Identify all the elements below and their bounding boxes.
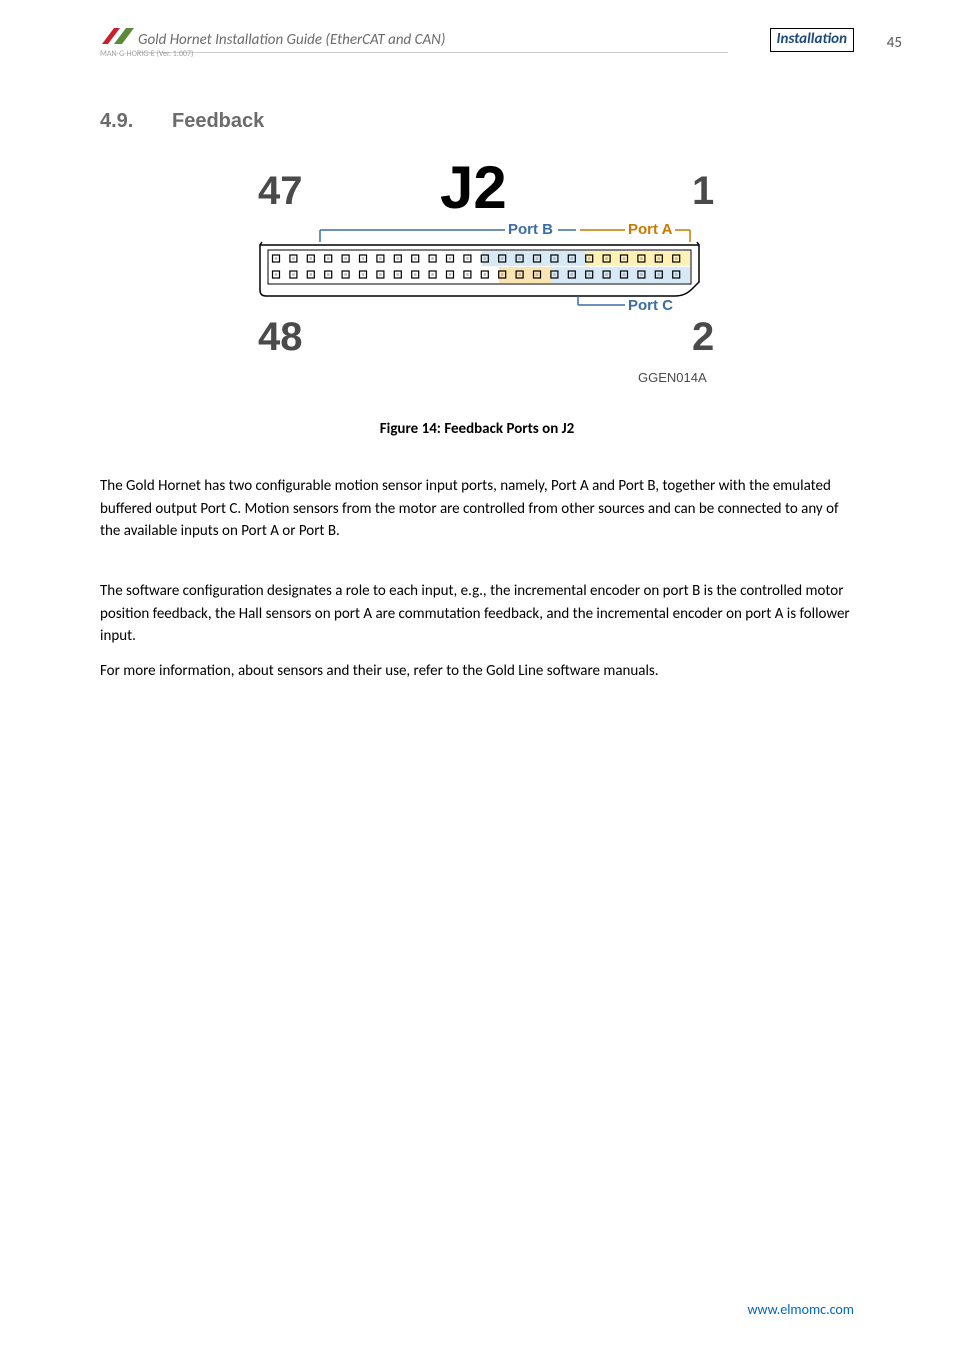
section-heading: 4.9.Feedback [100, 110, 264, 133]
header-rule [138, 52, 728, 53]
port-b-label: Port B [508, 221, 553, 238]
figure-ref: GGEN014A [638, 370, 707, 385]
paragraph-3: For more information, about sensors and … [100, 660, 854, 683]
doc-title: Gold Hornet Installation Guide (EtherCAT… [138, 31, 445, 49]
figure-container: J2 47 48 1 2 Port B Port A [240, 150, 730, 390]
page-number: 45 [887, 34, 902, 52]
port-a-label: Port A [628, 221, 673, 238]
pin47-label: 47 [258, 169, 303, 213]
port-c-highlight [499, 267, 551, 283]
section-number: 4.9. [100, 110, 172, 133]
page-header: Gold Hornet Installation Guide (EtherCAT… [100, 28, 854, 58]
paragraph-1: The Gold Hornet has two configurable mot… [100, 475, 854, 543]
feedback-ports-diagram: J2 47 48 1 2 Port B Port A [240, 150, 730, 390]
doc-code: MAN-G-HORIG-E (Ver. 1.007) [100, 49, 193, 59]
port-c-label: Port C [628, 297, 673, 314]
pin2-label: 2 [692, 315, 714, 359]
figure-caption: Figure 14: Feedback Ports on J2 [0, 420, 954, 438]
footer-link[interactable]: www.elmomc.com [747, 1301, 854, 1318]
paragraph-2: The software configuration designates a … [100, 580, 854, 648]
section-label-box: Installation [770, 28, 854, 52]
pin48-label: 48 [258, 315, 303, 359]
pin1-label: 1 [692, 169, 714, 213]
j2-label: J2 [440, 154, 507, 221]
section-title: Feedback [172, 110, 264, 132]
